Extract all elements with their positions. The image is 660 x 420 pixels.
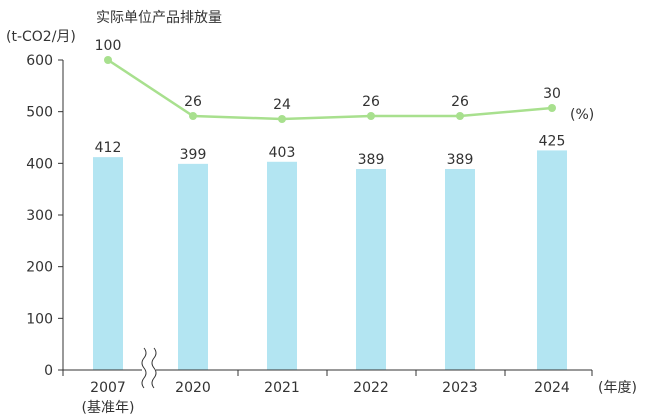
x-tick-label: 2022 — [353, 380, 389, 396]
y-tick-label: 100 — [26, 311, 53, 327]
x-tick-label: 2020 — [175, 380, 211, 396]
bar-value-label: 403 — [269, 145, 296, 161]
percent-point-2022 — [367, 112, 375, 120]
percent-value-label: 30 — [543, 86, 561, 102]
bar-2020 — [178, 163, 208, 370]
bar-value-label: 425 — [539, 133, 566, 149]
y-axis-title: (t-CO2/月) — [6, 29, 76, 45]
x-tick-sublabel: (基准年) — [82, 399, 135, 416]
y-tick-label: 500 — [26, 105, 53, 121]
bar-2023 — [445, 169, 475, 370]
y-tick-label: 400 — [26, 156, 53, 172]
bar-2022 — [356, 169, 386, 370]
percent-line: 100 26 24 26 26 30 — [95, 38, 561, 123]
bar-2021 — [267, 161, 297, 370]
percent-point-2023 — [456, 112, 464, 120]
bar-value-label: 412 — [95, 140, 122, 156]
percent-value-label: 26 — [362, 94, 380, 110]
bar-2024 — [537, 150, 567, 370]
bar-value-label: 389 — [358, 152, 385, 168]
percent-point-2007 — [104, 56, 112, 64]
line-unit-label: (%) — [570, 107, 594, 123]
bars: 412 399 403 389 389 425 — [93, 133, 567, 370]
percent-value-label: 26 — [451, 94, 469, 110]
axis-break-mark — [151, 347, 157, 389]
percent-line-path — [107, 58, 553, 121]
percent-value-label: 26 — [184, 94, 202, 110]
x-tick-label: 2023 — [442, 380, 478, 396]
axis-break-mark — [141, 347, 147, 389]
y-axis: 0 100 200 300 400 500 600 — [26, 53, 64, 379]
y-tick-label: 600 — [26, 53, 53, 69]
percent-point-2024 — [548, 104, 556, 112]
x-axis-title: (年度) — [598, 380, 637, 396]
percent-point-2020 — [189, 112, 197, 120]
y-tick-label: 0 — [44, 363, 53, 379]
x-tick-label: 2021 — [264, 380, 300, 396]
bar-value-label: 389 — [447, 152, 474, 168]
bar-value-label: 399 — [180, 147, 207, 163]
percent-point-2021 — [278, 115, 286, 123]
x-axis: 2007 (基准年) 2020 2021 2022 2023 2024 — [62, 347, 593, 416]
line-series-name: 实际单位产品排放量 — [96, 10, 222, 26]
percent-value-label: 100 — [95, 38, 122, 54]
y-tick-label: 300 — [26, 208, 53, 224]
y-tick-label: 200 — [26, 260, 53, 276]
x-tick-label: 2007 — [90, 380, 126, 396]
x-tick-label: 2024 — [534, 380, 570, 396]
percent-value-label: 24 — [273, 97, 291, 113]
bar-2007 — [93, 157, 123, 370]
